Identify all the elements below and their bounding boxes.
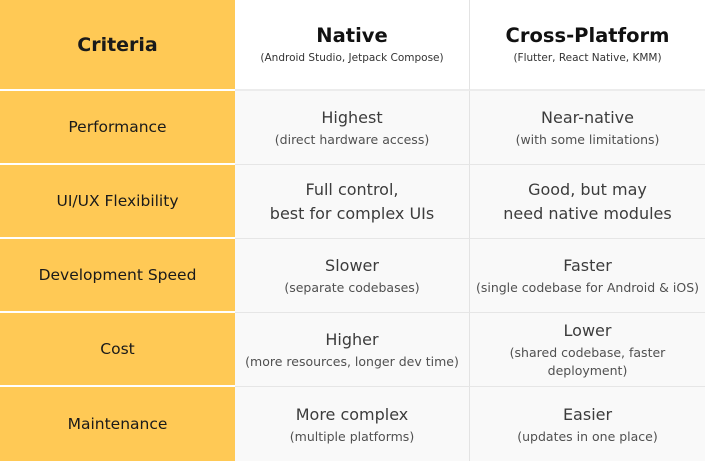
- cross-maintenance-cell: Easier (updates in one place): [470, 387, 705, 461]
- cross-performance-note: (with some limitations): [515, 132, 660, 147]
- native-flexibility-line2: best for complex UIs: [269, 203, 435, 223]
- native-maintenance-note: (multiple platforms): [289, 428, 415, 444]
- cross-cost-note: (shared codebase, faster deployment): [509, 345, 666, 378]
- native-flexibility-cell: Full control, best for complex UIs: [235, 165, 470, 239]
- criterion-label: Development Speed: [38, 266, 197, 284]
- cross-speed-cell: Faster (single codebase for Android & iO…: [470, 239, 705, 313]
- criterion-development-speed: Development Speed: [0, 239, 235, 313]
- cross-speed-value: Faster: [563, 256, 612, 275]
- cross-performance-value: Near-native: [541, 108, 634, 127]
- cross-maintenance-value: Easier: [562, 404, 613, 424]
- criteria-header-label: Criteria: [77, 33, 158, 56]
- cross-platform-header: Cross-Platform (Flutter, React Native, K…: [470, 0, 705, 91]
- criterion-label: UI/UX Flexibility: [56, 192, 179, 210]
- native-speed-cell: Slower (separate codebases): [235, 239, 470, 313]
- criterion-label: Cost: [100, 340, 135, 358]
- native-performance-cell: Highest (direct hardware access): [235, 91, 470, 165]
- cross-performance-cell: Near-native (with some limitations): [470, 91, 705, 165]
- cross-cost-value: Lower: [563, 321, 612, 340]
- criteria-header: Criteria: [0, 0, 235, 91]
- criterion-performance: Performance: [0, 91, 235, 165]
- native-header: Native (Android Studio, Jetpack Compose): [235, 0, 470, 91]
- native-performance-note: (direct hardware access): [274, 132, 430, 147]
- cross-platform-header-subtitle: (Flutter, React Native, KMM): [513, 52, 662, 64]
- criterion-cost: Cost: [0, 313, 235, 387]
- cross-cost-cell: Lower (shared codebase, faster deploymen…: [470, 313, 705, 387]
- native-maintenance-value: More complex: [295, 404, 409, 424]
- native-cost-note: (more resources, longer dev time): [245, 354, 459, 369]
- criterion-label: Maintenance: [67, 415, 168, 433]
- cross-flexibility-line1: Good, but may: [528, 179, 647, 199]
- native-header-title: Native: [316, 24, 388, 47]
- native-maintenance-cell: More complex (multiple platforms): [235, 387, 470, 461]
- cross-flexibility-cell: Good, but may need native modules: [470, 165, 705, 239]
- criterion-maintenance: Maintenance: [0, 387, 235, 461]
- native-cost-value: Higher: [325, 330, 379, 349]
- native-header-subtitle: (Android Studio, Jetpack Compose): [260, 52, 444, 64]
- criterion-ui-ux-flexibility: UI/UX Flexibility: [0, 165, 235, 239]
- native-flexibility-line1: Full control,: [305, 179, 399, 199]
- criterion-label: Performance: [68, 118, 167, 136]
- native-performance-value: Highest: [321, 108, 383, 127]
- cross-speed-note: (single codebase for Android & iOS): [475, 280, 700, 295]
- native-speed-note: (separate codebases): [284, 280, 420, 295]
- cross-maintenance-note: (updates in one place): [517, 428, 658, 444]
- native-cost-cell: Higher (more resources, longer dev time): [235, 313, 470, 387]
- native-speed-value: Slower: [325, 256, 379, 275]
- cross-platform-header-title: Cross-Platform: [505, 24, 670, 47]
- cross-flexibility-line2: need native modules: [503, 203, 672, 223]
